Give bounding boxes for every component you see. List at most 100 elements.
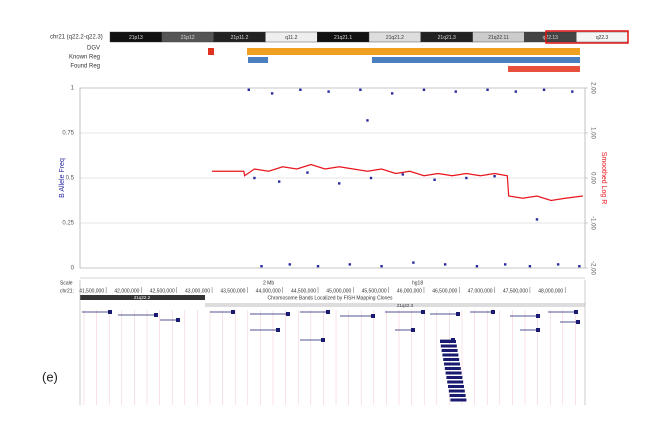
baf-point	[535, 218, 539, 221]
x-tick-label: 48,000,000	[538, 288, 563, 294]
x-tick-label: 43,000,000	[185, 288, 210, 294]
y-tick-label: 0	[71, 266, 75, 272]
gene-stack	[448, 385, 464, 388]
exon	[276, 328, 280, 332]
y-tick-label: 0.25	[62, 221, 74, 227]
band-label: q22.13	[543, 35, 559, 41]
y2-tick-label: -2.00	[589, 261, 595, 275]
x-tick-label: 47,000,000	[468, 288, 493, 294]
panel-label: (e)	[42, 369, 58, 384]
baf-point	[542, 88, 546, 91]
baf-point	[369, 176, 373, 180]
band-label: 21p11.2	[231, 35, 249, 41]
baf-point	[412, 261, 415, 264]
track-label: Found Reg	[70, 64, 100, 70]
baf-point	[306, 171, 309, 174]
gene-track	[79, 280, 586, 405]
y-tick-label: 0.5	[66, 176, 75, 182]
baf-point	[514, 90, 517, 93]
gene-stack	[447, 380, 464, 384]
x-tick-label: 44,000,000	[256, 288, 281, 294]
exon	[326, 310, 330, 314]
exon	[154, 313, 158, 317]
baf-point	[327, 90, 330, 93]
gene-stack	[440, 344, 457, 348]
y-tick-label: 0.75	[62, 131, 74, 137]
x-tick-label: 45,500,000	[362, 288, 387, 294]
baf-point	[443, 263, 447, 266]
exon	[176, 318, 180, 322]
baf-point	[288, 263, 291, 266]
plot: 0 0.25 0.5 0.75 1 -2.00 -1.00 0.00 1.00 2.00 41,50…	[62, 82, 595, 294]
exon	[491, 310, 495, 314]
baf-point	[299, 88, 302, 91]
exon	[421, 310, 425, 314]
ideogram: 21p13 21p12 21p11.2 q11.2 21q21.1 21q21.2 21q2…	[109, 31, 629, 43]
baf-point	[270, 92, 274, 95]
gene-stack	[445, 371, 462, 375]
baf-point	[571, 90, 574, 93]
gene-stack	[440, 340, 456, 343]
band-track-label: Chromosome Bands Localized by FISH Mappi…	[267, 295, 393, 301]
band-label: q11.2	[285, 35, 297, 41]
band-label: 21q21.1	[334, 35, 352, 41]
found-region	[508, 66, 580, 72]
x-tick-label: 46,000,000	[397, 288, 422, 294]
x-tick-label: 46,500,000	[432, 288, 457, 294]
gene-stack	[450, 398, 467, 402]
baf-point	[316, 265, 320, 268]
y2-tick-label: -1.00	[589, 216, 595, 230]
exon	[536, 328, 540, 332]
exon	[456, 312, 460, 316]
x-tick-label: 44,500,000	[291, 288, 316, 294]
y-tick-label: 1	[71, 86, 75, 92]
band-name: 21q22.2	[134, 295, 151, 300]
exon	[108, 310, 112, 314]
exon	[576, 320, 580, 324]
track-label: DGV	[87, 46, 100, 52]
baf-point	[253, 176, 256, 180]
baf-point	[493, 175, 496, 178]
x-tick-label: 45,000,000	[326, 288, 351, 294]
band-label: 21p13	[129, 35, 143, 41]
exon	[371, 314, 375, 318]
y2-tick-label: 0.00	[589, 172, 595, 184]
baf-point	[528, 265, 532, 268]
x-tick-label: 47,500,000	[503, 288, 528, 294]
dgv-track	[247, 48, 580, 55]
x-tick-label: 42,000,000	[114, 288, 139, 294]
band-label: 21q21.2	[386, 35, 404, 41]
y2-tick-label: 1.00	[589, 127, 595, 139]
chrom-label: chr21:	[60, 288, 74, 294]
assembly: hg18	[412, 280, 423, 286]
exon	[536, 314, 540, 318]
gene-stack	[441, 349, 458, 352]
gene-stack	[442, 353, 459, 357]
gene-stack	[448, 389, 465, 393]
track-label: Known Reg	[69, 55, 100, 61]
log-r-line	[212, 163, 583, 202]
baf-point	[390, 92, 394, 95]
gene-stack	[446, 376, 463, 379]
baf-point	[401, 173, 404, 176]
y-axis-label: B Allele Freq	[59, 158, 66, 198]
baf-point	[433, 178, 436, 181]
baf-point	[338, 182, 341, 185]
x-tick-label: 43,500,000	[220, 288, 245, 294]
x-tick-label: 42,500,000	[150, 288, 175, 294]
exon	[321, 338, 325, 342]
baf-point	[247, 88, 251, 91]
y2-tick-label: 2.00	[589, 82, 595, 94]
exon	[411, 328, 415, 332]
baf-point	[260, 265, 263, 268]
band-bar	[205, 303, 585, 307]
baf-point	[486, 88, 489, 91]
baf-point	[578, 265, 581, 268]
baf-point	[380, 265, 383, 268]
baf-point	[465, 176, 468, 180]
exon	[286, 312, 290, 316]
baf-point	[277, 180, 281, 183]
baf-point	[359, 88, 362, 91]
